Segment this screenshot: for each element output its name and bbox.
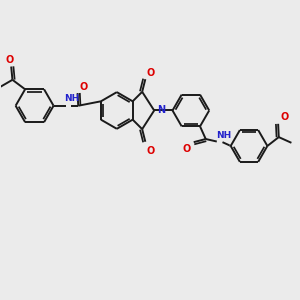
- Text: O: O: [183, 144, 191, 154]
- Text: O: O: [147, 68, 155, 78]
- Text: NH: NH: [64, 94, 79, 103]
- Text: O: O: [80, 82, 88, 92]
- Text: O: O: [280, 112, 288, 122]
- Text: N: N: [157, 104, 165, 115]
- Text: NH: NH: [216, 130, 231, 140]
- Text: O: O: [5, 55, 14, 64]
- Text: O: O: [147, 146, 155, 156]
